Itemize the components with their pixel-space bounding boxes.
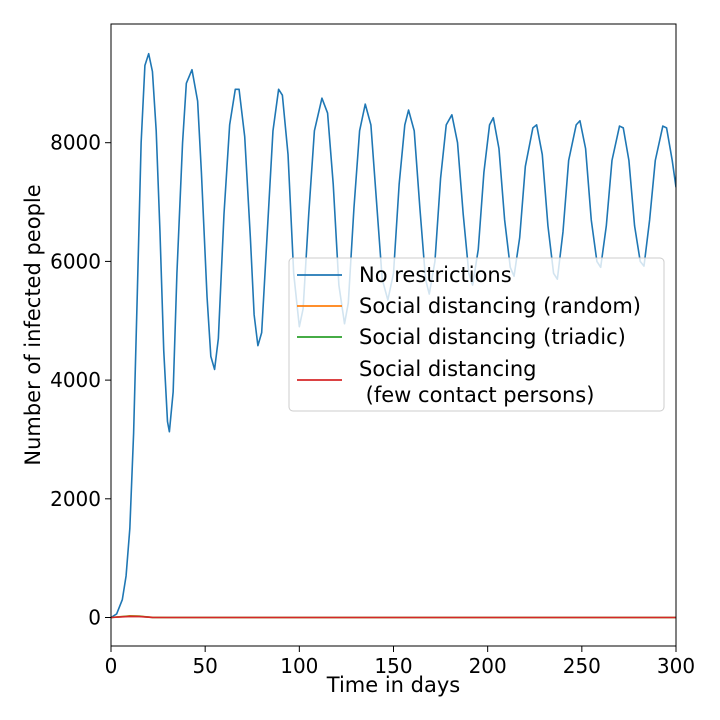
x-tick-label: 200 <box>469 654 507 678</box>
x-tick-label: 150 <box>374 654 412 678</box>
legend-label-2: Social distancing (triadic) <box>359 325 626 349</box>
legend: No restrictions Social distancing (random… <box>288 257 665 412</box>
y-axis-label: Number of infected people <box>21 184 45 465</box>
x-axis-label: Time in days <box>326 673 460 697</box>
legend-label-1: Social distancing (random) <box>359 294 641 318</box>
y-tick-label: 8000 <box>50 131 101 155</box>
y-tick-label: 2000 <box>50 487 101 511</box>
legend-label-3: Social distancing (few contact persons) <box>359 357 594 407</box>
x-tick-label: 0 <box>105 654 118 678</box>
series-line-0 <box>111 52 676 619</box>
series-layer <box>111 52 676 619</box>
y-tick-label: 4000 <box>50 368 101 392</box>
legend-label-0: No restrictions <box>359 263 512 287</box>
x-tick-label: 100 <box>280 654 318 678</box>
y-tick-label: 6000 <box>50 249 101 273</box>
y-tick-label: 0 <box>88 606 101 630</box>
axes-layer: 0 50 100 150 200 250 300 0 2000 4000 6000 8000 Time … <box>21 23 695 697</box>
x-tick-label: 250 <box>563 654 601 678</box>
x-tick-label: 300 <box>657 654 695 678</box>
legend-box <box>288 257 665 412</box>
x-tick-label: 50 <box>192 654 217 678</box>
series-line-3 <box>111 615 676 619</box>
